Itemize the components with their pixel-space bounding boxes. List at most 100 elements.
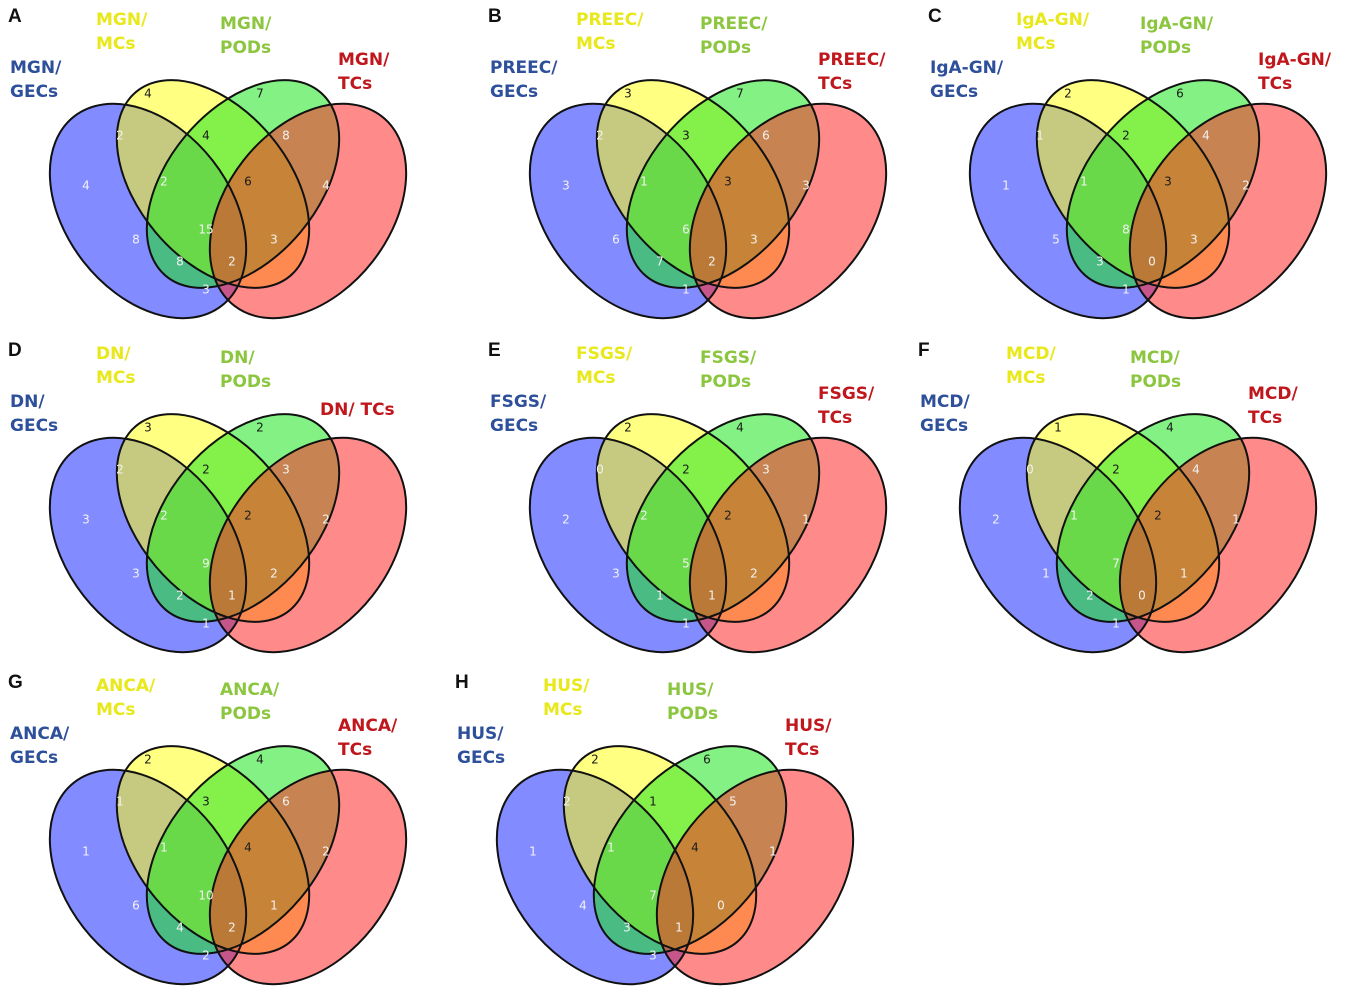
count-gt: 1 xyxy=(682,283,690,297)
count-gmp: 2 xyxy=(160,509,168,523)
venn-diagram: 33 732 3 61 366 37 21 xyxy=(488,6,908,336)
count-mpt: 2 xyxy=(1154,509,1162,523)
count-pt: 4 xyxy=(1202,129,1210,143)
count-gmt: 2 xyxy=(708,255,716,269)
count-gmpt: 9 xyxy=(202,557,210,571)
count-t: 1 xyxy=(802,513,810,527)
count-gmt: 0 xyxy=(1138,589,1146,603)
venn-fills xyxy=(10,378,447,690)
count-gpt: 7 xyxy=(656,255,664,269)
count-m: 2 xyxy=(591,753,599,767)
count-p: 4 xyxy=(256,753,264,767)
count-g: 1 xyxy=(1002,179,1010,193)
count-mt: 3 xyxy=(750,233,758,247)
count-p: 4 xyxy=(1166,421,1174,435)
count-gm: 2 xyxy=(596,129,604,143)
count-mp: 2 xyxy=(682,463,690,477)
count-gmp: 2 xyxy=(640,509,648,523)
venn-fills xyxy=(490,44,927,356)
count-m: 1 xyxy=(1054,421,1062,435)
count-gt: 3 xyxy=(649,949,657,963)
count-gt: 1 xyxy=(682,617,690,631)
venn-panel-f: F MCD/GECs MCD/MCs MCD/PODs MCD/TCs 2 1 4 1 0 2 4 1 2… xyxy=(918,340,1338,670)
count-g: 2 xyxy=(992,513,1000,527)
count-pt: 6 xyxy=(762,129,770,143)
venn-diagram: 21 410 2 41 271 12 01 xyxy=(918,340,1338,670)
count-gpt: 1 xyxy=(656,589,664,603)
count-gmpt: 6 xyxy=(682,223,690,237)
venn-diagram: 33 222 2 32 293 22 11 xyxy=(8,340,428,670)
count-g: 3 xyxy=(562,179,570,193)
count-gmp: 1 xyxy=(1070,509,1078,523)
venn-diagram: 1 2 6 2 1 2 4 1 3 8 5 3 3 0 1 xyxy=(928,6,1347,336)
count-gmt: 1 xyxy=(675,921,683,935)
count-t: 4 xyxy=(322,179,330,193)
count-gt: 1 xyxy=(1122,283,1130,297)
count-mp: 1 xyxy=(649,795,657,809)
venn-diagram: 2 2 4 1 0 2 3 2 2 5 3 2 1 1 1 xyxy=(488,340,908,670)
count-mpt: 6 xyxy=(244,175,252,189)
count-m: 4 xyxy=(144,87,152,101)
count-gt: 1 xyxy=(202,617,210,631)
venn-fills xyxy=(920,378,1347,690)
count-pt: 4 xyxy=(1192,463,1200,477)
count-mt: 1 xyxy=(270,899,278,913)
count-gp: 6 xyxy=(132,899,140,913)
count-p: 7 xyxy=(256,87,264,101)
count-gpt: 8 xyxy=(176,255,184,269)
count-mpt: 2 xyxy=(244,509,252,523)
count-mpt: 3 xyxy=(1164,175,1172,189)
count-m: 2 xyxy=(144,753,152,767)
venn-panel-c: C IgA-GN/GECs IgA-GN/MCs IgA-GN/PODs IgA-GN/… xyxy=(928,6,1347,336)
count-gmp: 1 xyxy=(1080,175,1088,189)
count-mpt: 4 xyxy=(691,841,699,855)
count-mt: 3 xyxy=(1190,233,1198,247)
venn-panel-g: G ANCA/GECs ANCA/MCs ANCA/PODs ANCA/TCs 1 2 4 2 1… xyxy=(8,672,428,1002)
count-gmt: 1 xyxy=(228,589,236,603)
count-gt: 3 xyxy=(202,283,210,297)
count-mp: 3 xyxy=(202,795,210,809)
count-gmt: 2 xyxy=(228,921,236,935)
count-gm: 1 xyxy=(1036,129,1044,143)
count-gmt: 2 xyxy=(228,255,236,269)
count-gpt: 4 xyxy=(176,921,184,935)
count-gp: 3 xyxy=(612,567,620,581)
count-mt: 0 xyxy=(717,899,725,913)
count-gm: 0 xyxy=(596,463,604,477)
count-m: 3 xyxy=(624,87,632,101)
count-mp: 3 xyxy=(682,129,690,143)
count-p: 2 xyxy=(256,421,264,435)
venn-fills xyxy=(457,710,894,1004)
venn-fills xyxy=(490,378,927,690)
venn-panel-e: E FSGS/GECs FSGS/MCs FSGS/PODs FSGS/TCs 2 2 4 1 0… xyxy=(488,340,908,670)
count-mp: 2 xyxy=(1122,129,1130,143)
count-gp: 6 xyxy=(612,233,620,247)
count-gp: 1 xyxy=(1042,567,1050,581)
count-gmpt: 5 xyxy=(682,557,690,571)
count-gmp: 1 xyxy=(640,175,648,189)
count-mt: 3 xyxy=(270,233,278,247)
count-g: 1 xyxy=(82,845,90,859)
count-gmp: 1 xyxy=(160,841,168,855)
count-gm: 2 xyxy=(116,463,124,477)
count-p: 7 xyxy=(736,87,744,101)
count-gp: 5 xyxy=(1052,233,1060,247)
count-mp: 2 xyxy=(202,463,210,477)
count-gm: 2 xyxy=(563,795,571,809)
count-gp: 4 xyxy=(579,899,587,913)
count-g: 1 xyxy=(529,845,537,859)
venn-diagram: 44 742 4 82 6158 38 23 xyxy=(8,6,428,336)
count-gp: 8 xyxy=(132,233,140,247)
count-gpt: 3 xyxy=(1096,255,1104,269)
count-t: 1 xyxy=(1232,513,1240,527)
count-p: 4 xyxy=(736,421,744,435)
count-pt: 8 xyxy=(282,129,290,143)
count-mt: 1 xyxy=(1180,567,1188,581)
count-gm: 1 xyxy=(116,795,124,809)
venn-fills xyxy=(10,44,447,356)
count-gmp: 2 xyxy=(160,175,168,189)
venn-panel-a: A MGN/GECs MGN/MCs MGN/PODs MGN/TCs 4 4 7 4 2 4 8 2 6… xyxy=(8,6,428,336)
venn-fills xyxy=(10,710,447,1004)
count-gmpt: 10 xyxy=(198,889,213,903)
count-mpt: 3 xyxy=(724,175,732,189)
